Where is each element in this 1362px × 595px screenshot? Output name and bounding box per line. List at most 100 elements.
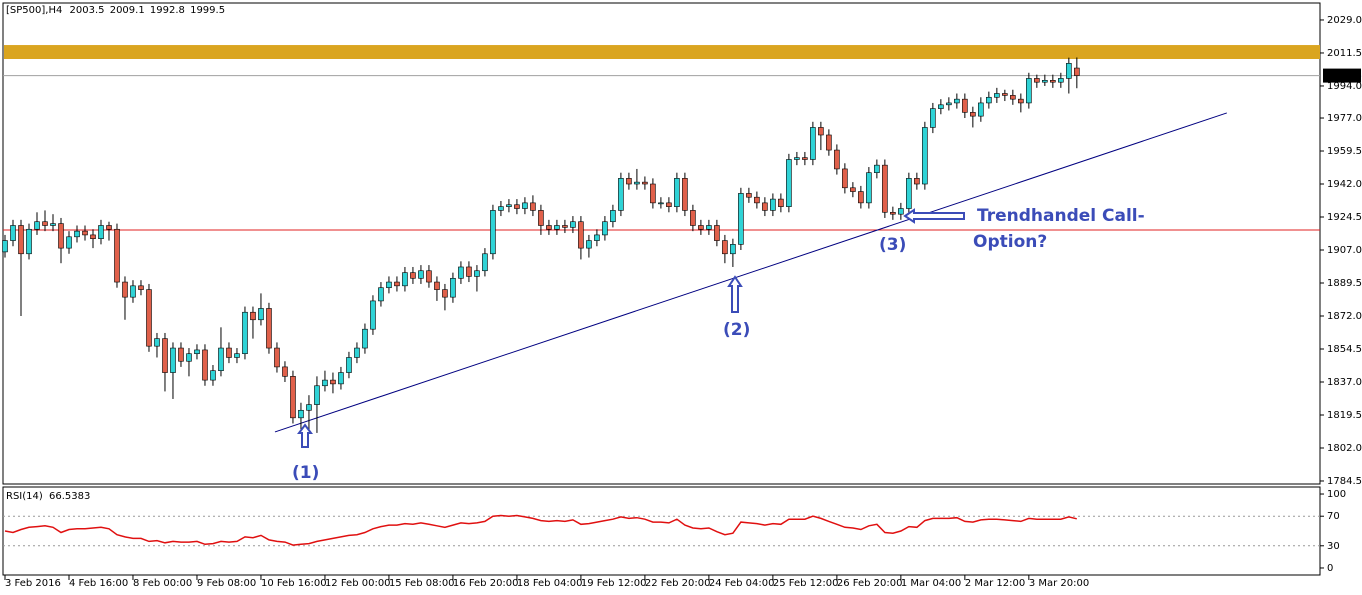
y-tick-label: 1994.0 bbox=[1327, 81, 1362, 92]
last-close: 1999.5 bbox=[190, 5, 225, 16]
candle-body bbox=[266, 308, 272, 349]
x-tick-label: 26 Feb 20:00 bbox=[837, 578, 903, 589]
resistance-zone bbox=[4, 45, 1320, 60]
candle-body bbox=[330, 379, 336, 385]
y-tick-label: 1977.0 bbox=[1327, 113, 1362, 124]
candle-body bbox=[938, 104, 944, 109]
candle-body bbox=[482, 253, 488, 272]
candle-body bbox=[514, 204, 520, 209]
candle-body bbox=[1034, 78, 1040, 83]
annotation: (2) bbox=[723, 320, 750, 340]
candle-body bbox=[538, 210, 544, 226]
x-tick-label: 12 Feb 00:00 bbox=[325, 578, 391, 589]
candle-body bbox=[826, 134, 832, 151]
y-tick-label: 70 bbox=[1327, 511, 1340, 522]
candle-body bbox=[1042, 80, 1048, 83]
last-open: 2003.5 bbox=[70, 5, 105, 16]
candle-body bbox=[106, 225, 112, 230]
candle-body bbox=[858, 191, 864, 204]
candle-body bbox=[794, 157, 800, 160]
candle-body bbox=[42, 221, 48, 226]
candle-body bbox=[578, 221, 584, 249]
candle-body bbox=[18, 225, 24, 255]
y-tick-label: 1959.5 bbox=[1327, 146, 1362, 157]
candle-body bbox=[194, 349, 200, 355]
candle-body bbox=[226, 347, 232, 358]
candle-body bbox=[874, 164, 880, 173]
y-tick-label: 100 bbox=[1327, 489, 1346, 500]
candle-body bbox=[1074, 67, 1080, 76]
candle-body bbox=[730, 244, 736, 255]
candle-body bbox=[122, 281, 128, 298]
candle-body bbox=[282, 366, 288, 377]
candle-body bbox=[634, 181, 640, 185]
symbol: [SP500],H4 bbox=[6, 5, 62, 16]
candle-body bbox=[354, 347, 360, 358]
candle-body bbox=[714, 225, 720, 241]
candle-body bbox=[906, 178, 912, 209]
candle-body bbox=[866, 172, 872, 204]
candle-body bbox=[1058, 78, 1064, 83]
candle-body bbox=[386, 281, 392, 289]
candle-body bbox=[810, 127, 816, 160]
candle-body bbox=[706, 225, 712, 230]
candle-body bbox=[410, 272, 416, 279]
candle-body bbox=[290, 376, 296, 419]
candle-body bbox=[834, 149, 840, 170]
candle-body bbox=[306, 404, 312, 411]
candle-body bbox=[914, 178, 920, 185]
candle-body bbox=[474, 270, 480, 277]
y-tick-label: 30 bbox=[1327, 541, 1340, 552]
y-tick-label: 1942.0 bbox=[1327, 179, 1362, 190]
candle-body bbox=[458, 266, 464, 279]
candle-body bbox=[898, 208, 904, 215]
candle-body bbox=[426, 270, 432, 283]
y-tick-label: 1907.0 bbox=[1327, 245, 1362, 256]
candle-body bbox=[394, 281, 400, 287]
x-tick-label: 2 Mar 12:00 bbox=[965, 578, 1025, 589]
candle-body bbox=[402, 272, 408, 287]
trendline bbox=[274, 112, 1227, 433]
candle-body bbox=[98, 225, 104, 239]
x-tick-label: 3 Mar 20:00 bbox=[1029, 578, 1089, 589]
candle-body bbox=[546, 225, 552, 230]
candle-body bbox=[962, 98, 968, 113]
candle-body bbox=[370, 300, 376, 330]
arrow-2 bbox=[727, 275, 743, 313]
candle-body bbox=[986, 96, 992, 104]
candle-body bbox=[882, 164, 888, 213]
candle-body bbox=[202, 349, 208, 381]
candle-body bbox=[466, 266, 472, 277]
candle-body bbox=[362, 328, 368, 349]
y-tick-label: 1872.0 bbox=[1327, 311, 1362, 322]
rsi-name: RSI(14) bbox=[6, 491, 43, 502]
candle-body bbox=[618, 178, 624, 211]
candle-body bbox=[1010, 95, 1016, 100]
candle-body bbox=[2, 240, 8, 253]
candle-body bbox=[786, 159, 792, 207]
candle-body bbox=[506, 204, 512, 207]
plot: 2029.0 2011.5 1994.0 1977.0 1959.5 1942.0 1924… bbox=[2, 15, 1362, 589]
x-tick-label: 9 Feb 08:00 bbox=[197, 578, 256, 589]
candle-body bbox=[234, 353, 240, 358]
candle-body bbox=[762, 202, 768, 211]
candle-body bbox=[322, 379, 328, 387]
y-tick-label: 1924.5 bbox=[1327, 212, 1362, 223]
candle-body bbox=[930, 108, 936, 128]
annotation: (3) bbox=[879, 235, 906, 255]
candle-body bbox=[650, 183, 656, 204]
arrow-1 bbox=[297, 423, 313, 448]
candle-body bbox=[66, 236, 72, 249]
candle-body bbox=[778, 198, 784, 207]
candle-body bbox=[346, 357, 352, 373]
candle-body bbox=[74, 230, 80, 238]
y-tick-label: 1802.0 bbox=[1327, 443, 1362, 454]
candle-body bbox=[274, 347, 280, 368]
price-label: 1999.5 bbox=[1327, 71, 1362, 82]
candle-body bbox=[1066, 63, 1072, 79]
price-label-box bbox=[1323, 68, 1361, 83]
candle-body bbox=[522, 202, 528, 209]
candle-body bbox=[498, 206, 504, 211]
